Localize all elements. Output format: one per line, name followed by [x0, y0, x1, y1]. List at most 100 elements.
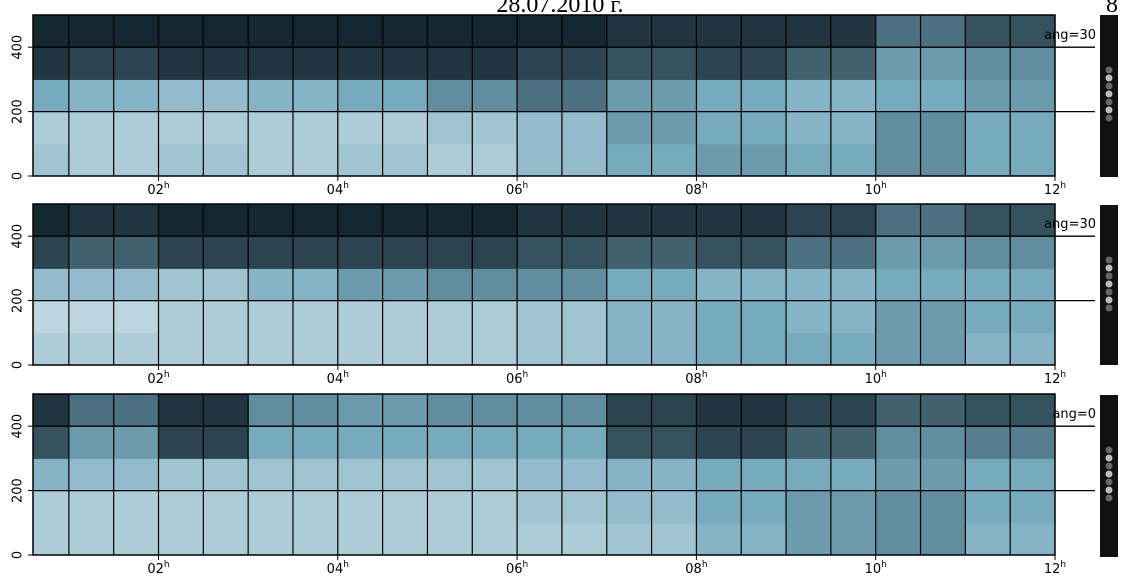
tick-unit: h [523, 370, 529, 380]
tick-unit: h [523, 181, 529, 191]
x-tick-label: 06h [506, 181, 528, 198]
panel-annotation: ang=30 [1044, 28, 1096, 43]
x-tick-label: 02h [147, 181, 169, 198]
colorbar-dot [1105, 90, 1113, 98]
heat-cell [33, 15, 70, 48]
tick-text: 06 [506, 183, 523, 198]
colorbar-dot [1105, 264, 1113, 272]
heat-cell [33, 426, 70, 459]
heat-cell [33, 143, 70, 177]
tick-unit: h [1060, 370, 1066, 380]
heat-cell [33, 332, 70, 366]
heat-cell [33, 47, 70, 80]
heat-cell [33, 522, 70, 556]
heat-cell [33, 458, 70, 492]
tick-text: 04 [327, 562, 344, 577]
tick-text: 06 [506, 562, 523, 577]
tick-text: 08 [685, 372, 702, 387]
x-tick-label: 08h [685, 370, 707, 387]
colorbar-dot [1105, 494, 1113, 502]
colorbar-dot [1105, 74, 1113, 82]
x-tick-label: 08h [685, 181, 707, 198]
tick-text: 08 [685, 183, 702, 198]
tick-text: 02 [147, 562, 164, 577]
panel-annotation: ang=0 [1052, 407, 1096, 422]
tick-text: 04 [327, 183, 344, 198]
colorbar-dot [1105, 272, 1113, 280]
heat-cell [33, 79, 70, 113]
tick-unit: h [164, 560, 170, 570]
y-tick-label: 200 [11, 99, 26, 124]
x-tick-label: 04h [327, 370, 349, 387]
tick-text: 02 [147, 183, 164, 198]
tick-text: 10 [865, 562, 882, 577]
colorbar-dot [1105, 296, 1113, 304]
y-tick-label: 0 [11, 172, 26, 180]
colorbar-dot [1105, 486, 1113, 494]
tick-text: 02 [147, 372, 164, 387]
tick-text: 06 [506, 372, 523, 387]
tick-unit: h [343, 560, 349, 570]
tick-text: 12 [1044, 183, 1061, 198]
tick-text: 10 [865, 372, 882, 387]
tick-unit: h [702, 370, 708, 380]
x-tick-label: 04h [327, 560, 349, 577]
tick-text: 10 [865, 183, 882, 198]
x-tick-label: 12h [1044, 560, 1066, 577]
tick-unit: h [881, 370, 887, 380]
plot-frame [32, 14, 1056, 177]
y-tick-label: 200 [11, 478, 26, 503]
y-tick-label: 400 [11, 414, 26, 439]
colorbar-dot [1105, 446, 1113, 454]
x-tick-label: 10h [865, 181, 887, 198]
colorbar-dot [1105, 470, 1113, 478]
heat-cell [33, 490, 70, 524]
x-tick-label: 10h [865, 560, 887, 577]
colorbar-dot [1105, 106, 1113, 114]
colorbar-dot [1105, 114, 1113, 122]
heat-cell [33, 111, 70, 145]
panel-annotation: ang=30 [1044, 217, 1096, 232]
colorbar-dot [1105, 66, 1113, 74]
tick-text: 12 [1044, 562, 1061, 577]
colorbar-dot [1105, 82, 1113, 90]
colorbar-dot [1105, 478, 1113, 486]
heat-cell [33, 204, 70, 237]
x-tick-label: 04h [327, 181, 349, 198]
heat-cell [33, 300, 70, 334]
colorbar-dot [1105, 98, 1113, 106]
y-tick-label: 400 [11, 224, 26, 249]
figure-title: 28.07.2010 г. [496, 0, 623, 18]
y-tick-label: 400 [11, 35, 26, 60]
x-tick-label: 12h [1044, 370, 1066, 387]
tick-unit: h [702, 560, 708, 570]
tick-text: 12 [1044, 372, 1061, 387]
heat-cell [33, 268, 70, 302]
colorbar-dot [1105, 454, 1113, 462]
x-tick-label: 12h [1044, 181, 1066, 198]
tick-unit: h [523, 560, 529, 570]
tick-unit: h [164, 370, 170, 380]
plot-frame [32, 203, 1056, 366]
colorbar-dot [1105, 304, 1113, 312]
tick-unit: h [1060, 560, 1066, 570]
plot-frame [32, 393, 1056, 556]
tick-unit: h [881, 181, 887, 191]
tick-unit: h [343, 181, 349, 191]
x-tick-label: 10h [865, 370, 887, 387]
x-tick-label: 08h [685, 560, 707, 577]
colorbar-dot [1105, 280, 1113, 288]
x-tick-label: 06h [506, 370, 528, 387]
y-tick-label: 200 [11, 288, 26, 313]
x-tick-label: 02h [147, 560, 169, 577]
tick-unit: h [343, 370, 349, 380]
colorbar-dot [1105, 462, 1113, 470]
heat-cell [33, 236, 70, 269]
y-tick-label: 0 [11, 551, 26, 559]
tick-unit: h [1060, 181, 1066, 191]
y-tick-label: 0 [11, 361, 26, 369]
